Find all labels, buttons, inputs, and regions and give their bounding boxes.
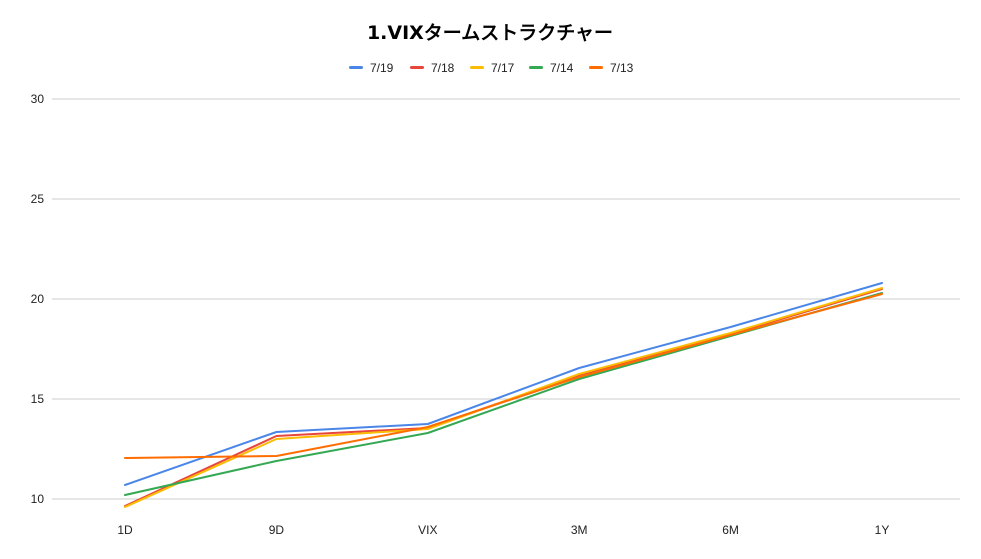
x-axis: 1D 9D VIX 3M 6M 1Y: [117, 523, 889, 537]
legend-item-7-18[interactable]: 7/18: [410, 61, 455, 75]
legend-swatch: [349, 66, 363, 69]
x-tick-label: 9D: [269, 523, 285, 537]
series-line-7-17: [124, 287, 883, 508]
legend-label: 7/14: [550, 61, 574, 75]
x-tick-label: 1D: [117, 523, 133, 537]
x-tick-label: 3M: [571, 523, 588, 537]
y-axis: 10 15 20 25 30: [31, 92, 45, 506]
y-tick-label: 20: [31, 292, 45, 306]
legend-label: 7/19: [370, 61, 394, 75]
legend-swatch: [410, 66, 424, 69]
chart-legend: 7/19 7/18 7/17 7/14 7/13: [349, 61, 634, 75]
y-tick-label: 25: [31, 192, 45, 206]
legend-swatch: [529, 66, 543, 69]
x-tick-label: 1Y: [875, 523, 890, 537]
legend-item-7-14[interactable]: 7/14: [529, 61, 574, 75]
legend-label: 7/17: [491, 61, 515, 75]
legend-swatch: [589, 66, 603, 69]
y-tick-label: 30: [31, 92, 45, 106]
x-tick-label: 6M: [722, 523, 739, 537]
y-tick-label: 10: [31, 492, 45, 506]
plot-area: [124, 282, 883, 508]
legend-label: 7/18: [431, 61, 455, 75]
legend-item-7-19[interactable]: 7/19: [349, 61, 394, 75]
legend-item-7-17[interactable]: 7/17: [470, 61, 515, 75]
x-tick-label: VIX: [418, 523, 437, 537]
chart-gridlines: [52, 98, 960, 500]
y-tick-label: 15: [31, 392, 45, 406]
series-line-7-13: [124, 293, 883, 459]
legend-label: 7/13: [610, 61, 634, 75]
legend-swatch: [470, 66, 484, 69]
legend-item-7-13[interactable]: 7/13: [589, 61, 634, 75]
series-line-7-19: [124, 282, 883, 486]
chart-title: 1.VIXタームストラクチャー: [367, 22, 613, 44]
